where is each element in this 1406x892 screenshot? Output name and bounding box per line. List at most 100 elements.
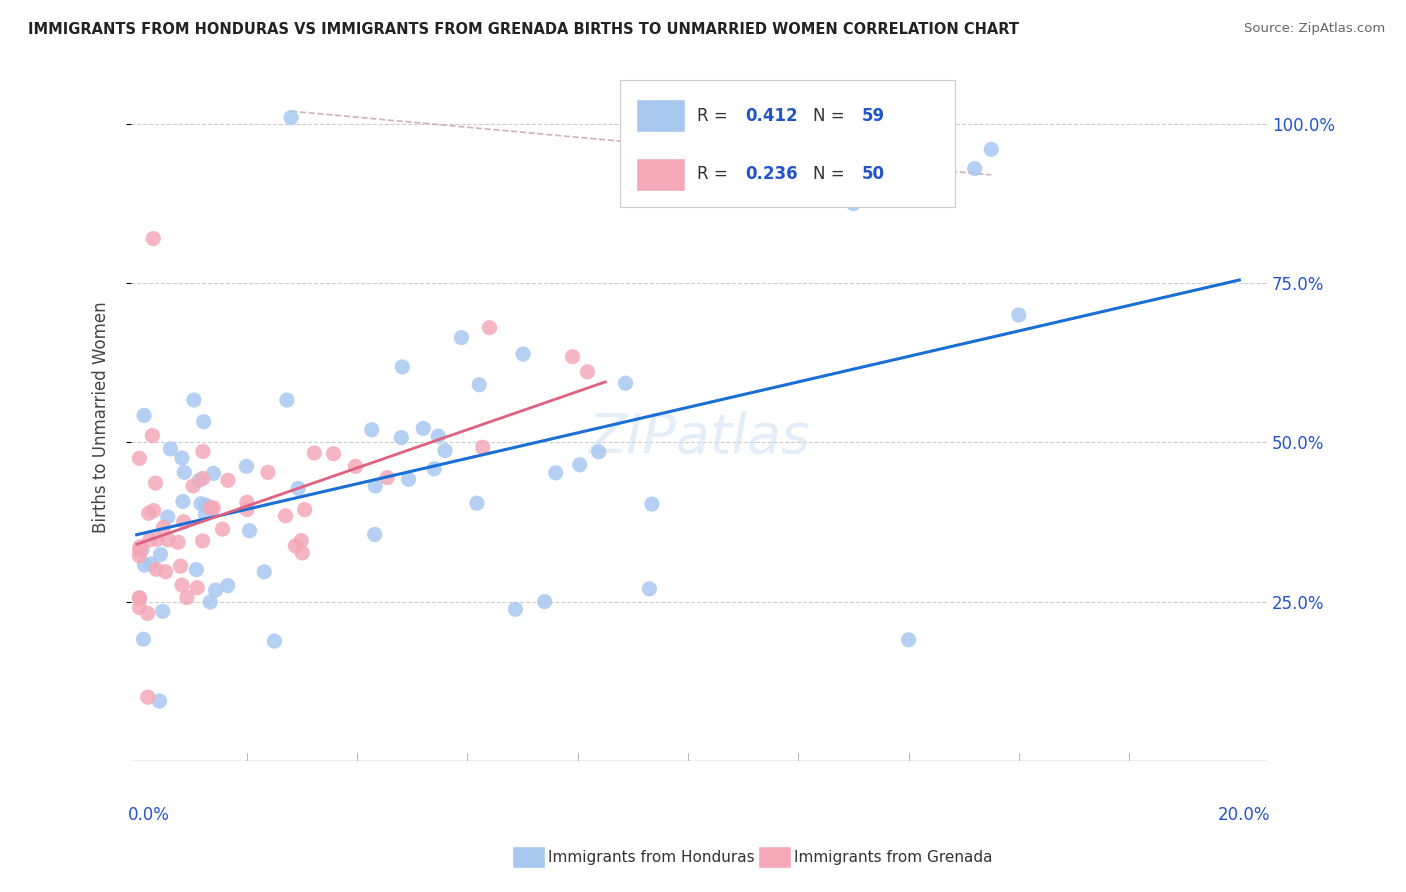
Point <box>155 565 177 579</box>
Point <box>434 443 457 458</box>
Point <box>141 428 163 442</box>
Point <box>423 462 446 476</box>
Point <box>170 450 193 465</box>
Point <box>156 510 179 524</box>
Point <box>287 482 309 496</box>
Point <box>181 479 204 493</box>
Point <box>134 558 156 573</box>
Point <box>465 496 488 510</box>
Point <box>145 562 167 576</box>
Point <box>191 471 214 485</box>
Text: Source: ZipAtlas.com: Source: ZipAtlas.com <box>1244 22 1385 36</box>
Point <box>186 563 208 577</box>
Point <box>533 594 555 608</box>
Point <box>544 466 567 480</box>
Point <box>193 415 215 429</box>
Point <box>412 421 434 435</box>
Point <box>641 497 664 511</box>
Text: R =: R = <box>697 165 733 183</box>
Point <box>398 472 420 486</box>
Point <box>360 423 382 437</box>
Point <box>217 578 239 592</box>
Point <box>149 548 172 562</box>
Text: R =: R = <box>697 107 733 125</box>
Point <box>284 539 307 553</box>
Point <box>128 451 150 466</box>
Point <box>304 446 326 460</box>
Text: N =: N = <box>813 107 849 125</box>
Point <box>389 431 412 445</box>
Point <box>274 508 297 523</box>
Point <box>291 546 314 560</box>
Point <box>170 578 193 592</box>
Point <box>1008 308 1031 322</box>
Point <box>614 376 637 391</box>
Point <box>131 542 153 557</box>
Point <box>505 602 527 616</box>
Point <box>568 458 591 472</box>
Text: ZIPatlas: ZIPatlas <box>588 411 810 464</box>
Point <box>128 591 150 605</box>
Y-axis label: Births to Unmarried Women: Births to Unmarried Women <box>93 301 110 533</box>
Point <box>236 495 259 509</box>
Point <box>290 533 312 548</box>
Point <box>128 543 150 558</box>
Point <box>391 359 413 374</box>
Point <box>172 494 194 508</box>
Point <box>211 522 233 536</box>
Point <box>152 520 174 534</box>
Text: IMMIGRANTS FROM HONDURAS VS IMMIGRANTS FROM GRENADA BIRTHS TO UNMARRIED WOMEN CO: IMMIGRANTS FROM HONDURAS VS IMMIGRANTS F… <box>28 22 1019 37</box>
Point <box>173 466 195 480</box>
Point <box>169 559 191 574</box>
Point <box>204 583 226 598</box>
Text: 0.412: 0.412 <box>745 107 799 125</box>
Point <box>561 350 583 364</box>
Point <box>294 502 316 516</box>
Point <box>897 164 920 178</box>
Point <box>842 196 865 211</box>
Point <box>263 634 285 648</box>
Text: 0.0%: 0.0% <box>128 805 170 823</box>
FancyBboxPatch shape <box>637 159 685 190</box>
Point <box>190 497 212 511</box>
Point <box>145 476 167 491</box>
Point <box>363 527 385 541</box>
Point <box>159 442 181 456</box>
Point <box>897 632 920 647</box>
Point <box>173 515 195 529</box>
Point <box>176 591 198 605</box>
Point <box>638 582 661 596</box>
Point <box>235 459 257 474</box>
Point <box>148 694 170 708</box>
Text: 0.236: 0.236 <box>745 165 799 183</box>
Point <box>257 466 280 480</box>
Text: 59: 59 <box>862 107 884 125</box>
Point <box>183 392 205 407</box>
Point <box>129 540 152 554</box>
Point <box>202 467 225 481</box>
Point <box>167 535 190 549</box>
Point <box>128 600 150 615</box>
Text: 20.0%: 20.0% <box>1218 805 1270 823</box>
FancyBboxPatch shape <box>620 80 955 207</box>
Point <box>132 632 155 647</box>
Point <box>344 459 367 474</box>
Point <box>427 429 450 443</box>
Point <box>194 508 217 522</box>
Point <box>191 444 214 458</box>
Point <box>236 502 259 516</box>
Point <box>963 161 986 176</box>
Point <box>146 533 169 547</box>
Point <box>136 690 159 705</box>
Point <box>253 565 276 579</box>
Point <box>157 533 180 547</box>
Point <box>238 524 260 538</box>
FancyBboxPatch shape <box>637 101 685 131</box>
Text: Immigrants from Grenada: Immigrants from Grenada <box>794 850 993 864</box>
Point <box>450 330 472 344</box>
Point <box>136 607 159 621</box>
Point <box>217 473 239 487</box>
Point <box>512 347 534 361</box>
Point <box>138 533 160 547</box>
Point <box>191 533 214 548</box>
